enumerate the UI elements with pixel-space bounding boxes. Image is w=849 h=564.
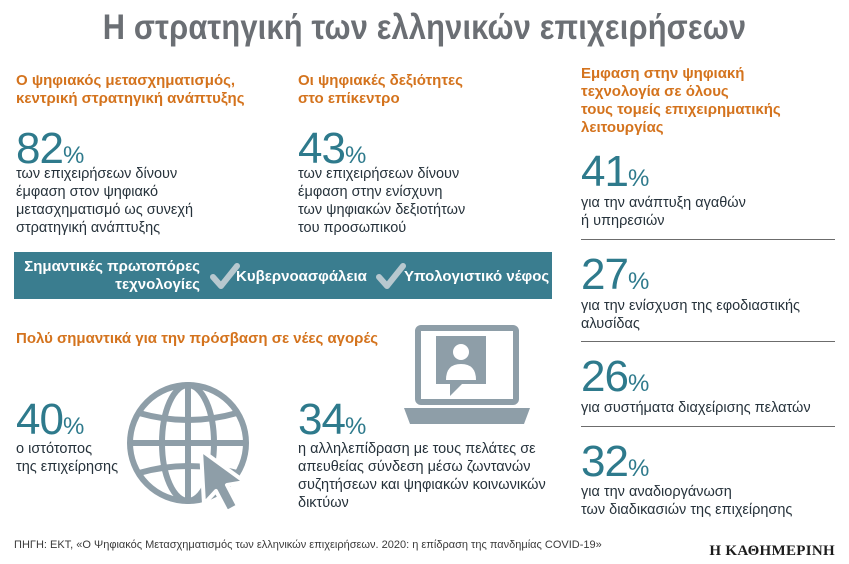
desc-line: των επιχειρήσεων δίνουν <box>16 166 178 182</box>
desc-line: για την ενίσχυση της εφοδιαστικής <box>581 298 801 314</box>
source-note: ΠΗΓΗ: ΕΚΤ, «Ο Ψηφιακός Μετασχηματισμός τ… <box>14 539 602 551</box>
digital-technology-heading: Εμφαση στην ψηφιακή τεχνολογία σε όλους … <box>581 65 781 137</box>
stat-26-description: για συστήματα διαχείρισης πελατών <box>581 399 811 417</box>
stat-unit: % <box>344 413 367 440</box>
stat-32-description: για την αναδιοργάνωση των διαδικασιών τη… <box>581 483 792 519</box>
stat-unit: % <box>62 142 85 169</box>
digital-transformation-heading: Ο ψηφιακός μετασχηματισμός, κεντρική στρ… <box>16 72 245 108</box>
stat-82: 82% <box>16 127 84 178</box>
stat-value: 82 <box>16 124 64 173</box>
heading-line: τεχνολογία σε όλους <box>581 83 729 100</box>
stat-27: 27% <box>581 253 649 304</box>
stat-32: 32% <box>581 440 649 491</box>
cursor-arrow-icon <box>199 448 247 514</box>
desc-line: έμφαση στον ψηφιακό <box>16 184 159 200</box>
stat-41-description: για την ανάπτυξη αγαθών ή υπηρεσιών <box>581 194 746 230</box>
stat-82-description: των επιχειρήσεων δίνουν έμφαση στον ψηφι… <box>16 165 193 237</box>
heading-line: Οι ψηφιακές δεξιότητες <box>298 72 463 89</box>
desc-line: των διαδικασιών της επιχείρησης <box>581 502 793 518</box>
stat-unit: % <box>62 413 85 440</box>
tech-item-cloud: Υπολογιστικό νέφος <box>404 268 550 285</box>
stat-34: 34% <box>298 398 366 449</box>
desc-line: στρατηγική ανάπτυξης <box>16 220 161 236</box>
stat-unit: % <box>627 165 650 192</box>
laptop-chat-icon <box>404 325 530 424</box>
desc-line: δικτύων <box>298 495 349 511</box>
stat-26: 26% <box>581 355 649 406</box>
desc-line: για την αναδιοργάνωση <box>581 484 732 500</box>
desc-line: ή υπηρεσιών <box>581 213 665 229</box>
heading-line: τους τομείς επιχειρηματικής <box>581 101 781 118</box>
stat-value: 40 <box>16 395 64 444</box>
tech-item-cybersecurity: Κυβερνοασφάλεια <box>236 268 367 285</box>
stat-43-description: των επιχειρήσεων δίνουν έμφαση στην ενίσ… <box>298 165 465 237</box>
desc-line: των ψηφιακών δεξιοτήτων <box>298 202 466 218</box>
stat-unit: % <box>344 142 367 169</box>
stat-unit: % <box>627 268 650 295</box>
divider <box>581 341 835 342</box>
stat-value: 32 <box>581 437 629 486</box>
stat-value: 34 <box>298 395 346 444</box>
desc-line: του προσωπικού <box>298 220 407 236</box>
desc-line: ο ιστότοπος <box>16 441 93 457</box>
globe-icon <box>127 382 249 514</box>
stat-40: 40% <box>16 398 84 449</box>
desc-line: μετασχηματισμό ως συνεχή <box>16 202 194 218</box>
check-icon <box>376 263 406 289</box>
desc-line: η αλληλεπίδραση με τους πελάτες σε <box>298 441 536 457</box>
stat-34-description: η αλληλεπίδραση με τους πελάτες σε απευθ… <box>298 440 546 512</box>
technologies-band: Σημαντικές πρωτοπόρες τεχνολογίες Κυβερν… <box>14 252 552 299</box>
stat-40-description: ο ιστότοπος της επιχείρησης <box>16 440 118 476</box>
desc-line: για συστήματα διαχείρισης πελατών <box>581 400 811 416</box>
digital-skills-heading: Οι ψηφιακές δεξιότητες στο επίκεντρο <box>298 72 463 108</box>
stat-43: 43% <box>298 127 366 178</box>
stat-unit: % <box>627 455 650 482</box>
band-label-line: τεχνολογίες <box>115 276 200 293</box>
stat-value: 41 <box>581 147 629 196</box>
stat-value: 26 <box>581 352 629 401</box>
stat-27-description: για την ενίσχυση της εφοδιαστικής αλυσίδ… <box>581 297 800 333</box>
desc-line: απευθείας σύνδεση μέσω ζωντανών <box>298 459 531 475</box>
heading-line: λειτουργίας <box>581 119 664 136</box>
check-icon <box>210 263 240 289</box>
heading-line: Ο ψηφιακός μετασχηματισμός, <box>16 72 236 89</box>
page-title: Η στρατηγική των ελληνικών επιχειρήσεων <box>102 8 747 47</box>
heading-line: κεντρική στρατηγική ανάπτυξης <box>16 90 245 107</box>
band-label-line: Σημαντικές πρωτοπόρες <box>24 258 200 275</box>
stat-unit: % <box>627 370 650 397</box>
divider <box>581 426 835 427</box>
divider <box>581 239 835 240</box>
desc-line: της επιχείρησης <box>16 459 119 475</box>
stat-value: 43 <box>298 124 346 173</box>
desc-line: για την ανάπτυξη αγαθών <box>581 195 746 211</box>
heading-line: στο επίκεντρο <box>298 90 400 107</box>
desc-line: έμφαση στην ενίσχυνη <box>298 184 443 200</box>
desc-line: των επιχειρήσεων δίνουν <box>298 166 460 182</box>
stat-41: 41% <box>581 150 649 201</box>
publisher-logo: Η ΚΑΘΗΜΕΡΙΝΗ <box>709 543 835 559</box>
desc-line: συζητήσεων και ψηφιακών κοινωνικών <box>298 477 546 493</box>
heading-line: Εμφαση στην ψηφιακή <box>581 65 745 82</box>
new-markets-heading: Πολύ σημαντικά για την πρόσβαση σε νέες … <box>16 330 379 347</box>
stat-value: 27 <box>581 250 629 299</box>
desc-line: αλυσίδας <box>581 316 640 332</box>
band-label: Σημαντικές πρωτοπόρες τεχνολογίες <box>24 258 200 294</box>
